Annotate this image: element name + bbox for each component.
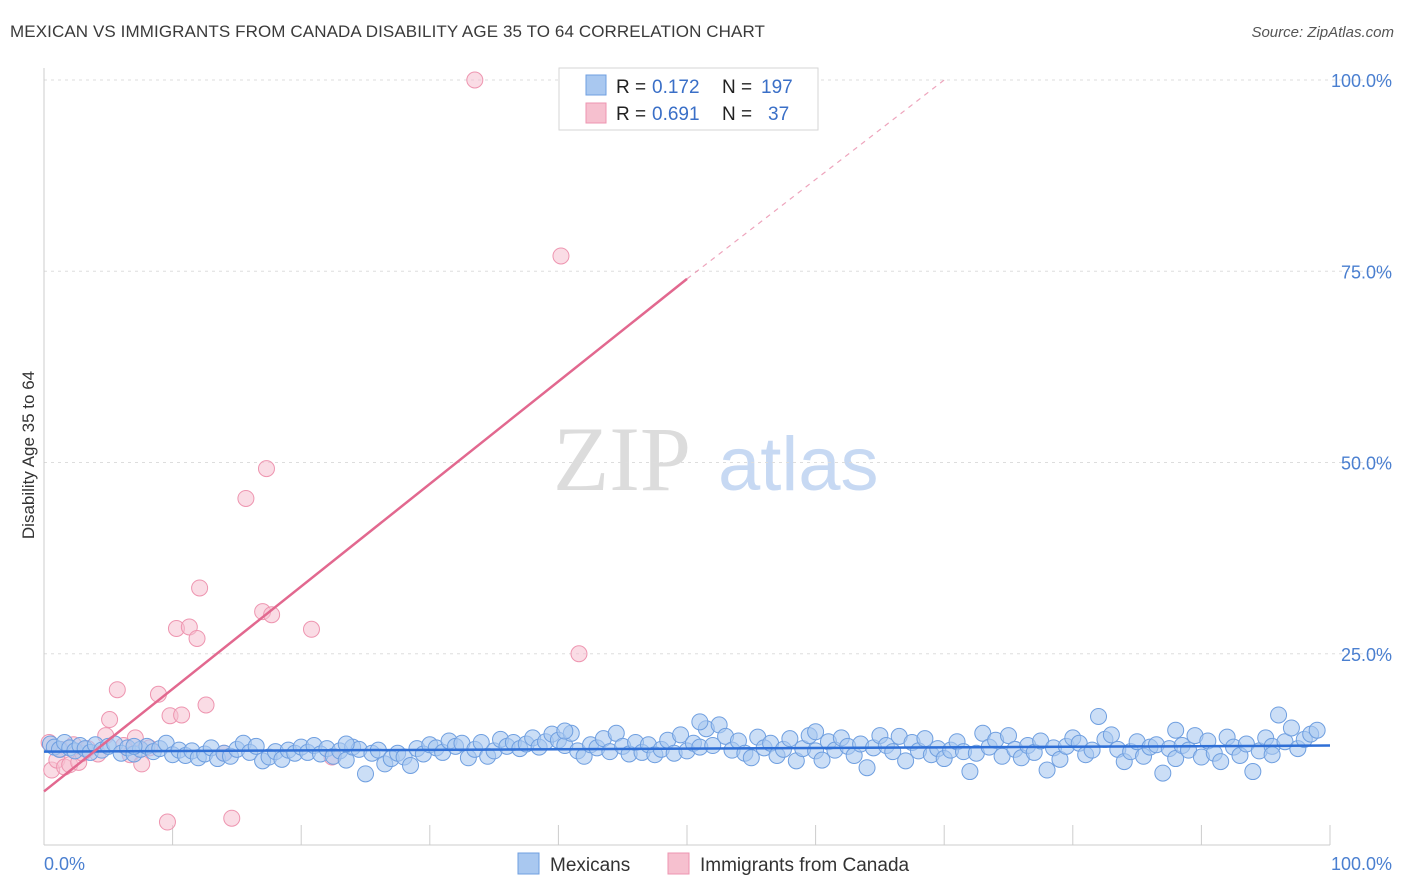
point-mexicans xyxy=(1244,763,1262,781)
point-mexicans xyxy=(1167,721,1185,739)
series-legend-label-mexicans: Mexicans xyxy=(550,855,630,876)
point-immigrants xyxy=(237,489,255,507)
point-mexicans xyxy=(742,749,760,767)
source-label: Source: ZipAtlas.com xyxy=(1251,24,1394,41)
point-mexicans xyxy=(807,723,825,741)
trend-extension-immigrants xyxy=(686,79,945,280)
mexicans-points xyxy=(41,706,1326,783)
point-mexicans xyxy=(357,765,374,783)
point-mexicans xyxy=(337,735,355,753)
point-immigrants xyxy=(223,809,241,827)
gridlines xyxy=(44,79,1392,655)
trend-line-immigrants xyxy=(43,277,688,793)
point-mexicans xyxy=(897,752,915,770)
point-mexicans xyxy=(961,763,979,781)
x-tick-label: 0.0% xyxy=(44,854,85,874)
point-immigrants xyxy=(188,629,206,647)
y-tick-label: 25.0% xyxy=(1341,645,1392,665)
y-axis-title: Disability Age 35 to 64 xyxy=(19,371,38,539)
legend-n-label-2: N = xyxy=(722,104,752,125)
immigrants-from-canada-points xyxy=(40,71,588,831)
point-immigrants xyxy=(263,606,281,624)
point-immigrants xyxy=(466,71,484,89)
series-legend-swatch-immigrants xyxy=(667,852,690,875)
y-tick-label: 50.0% xyxy=(1341,454,1392,474)
point-mexicans xyxy=(1154,764,1172,782)
series-legend-swatch-mexicans xyxy=(517,852,540,875)
point-immigrants xyxy=(101,711,119,729)
y-tick-label: 100.0% xyxy=(1331,71,1392,91)
series-legend: Mexicans Immigrants from Canada xyxy=(517,852,910,876)
x-tick-label: 100.0% xyxy=(1331,854,1392,874)
point-immigrants xyxy=(173,706,191,724)
point-mexicans xyxy=(1270,706,1288,724)
legend-n-value-2: 37 xyxy=(768,104,789,125)
legend-r-label-2: R = xyxy=(616,104,646,125)
trend-lines xyxy=(43,79,1331,793)
legend-r-label-1: R = xyxy=(616,77,646,98)
point-immigrants xyxy=(108,681,126,699)
point-mexicans xyxy=(672,726,690,744)
point-mexicans xyxy=(1212,753,1230,771)
series-legend-label-immigrants: Immigrants from Canada xyxy=(700,855,910,876)
point-immigrants xyxy=(552,247,570,265)
point-mexicans xyxy=(1083,741,1101,759)
watermark-atlas: atlas xyxy=(718,422,879,507)
point-mexicans xyxy=(781,730,799,748)
point-immigrants xyxy=(257,460,275,478)
legend-r-value-2: 0.691 xyxy=(652,104,700,125)
point-mexicans xyxy=(858,759,876,777)
point-mexicans xyxy=(691,713,709,731)
legend-swatch-mexicans xyxy=(585,74,607,96)
point-mexicans xyxy=(556,722,574,740)
point-mexicans xyxy=(1282,719,1300,737)
tick-labels: 25.0% 50.0% 75.0% 100.0% 0.0% 100.0% xyxy=(44,71,1392,874)
point-mexicans xyxy=(1308,721,1326,739)
legend-n-label-1: N = xyxy=(722,77,752,98)
point-immigrants xyxy=(191,579,209,597)
point-mexicans xyxy=(1000,727,1017,745)
axes xyxy=(43,68,1331,846)
point-mexicans xyxy=(402,756,420,774)
point-mexicans xyxy=(1102,726,1120,744)
legend-swatch-immigrants xyxy=(585,102,607,124)
point-mexicans xyxy=(1038,761,1056,779)
y-tick-label: 75.0% xyxy=(1341,262,1392,282)
point-immigrants xyxy=(158,813,176,831)
chart-title: MEXICAN VS IMMIGRANTS FROM CANADA DISABI… xyxy=(10,22,766,41)
point-mexicans xyxy=(1263,746,1281,764)
point-mexicans xyxy=(1090,707,1108,725)
correlation-legend: R = 0.172 N = 197 R = 0.691 N = 37 xyxy=(558,67,819,131)
legend-r-value-1: 0.172 xyxy=(652,77,700,98)
trend-line-mexicans xyxy=(43,744,1331,753)
legend-n-value-1: 197 xyxy=(761,77,793,98)
watermark-zip: ZIP xyxy=(553,408,691,510)
point-immigrants xyxy=(197,696,215,714)
point-immigrants xyxy=(302,620,320,638)
point-mexicans xyxy=(813,751,831,769)
point-immigrants xyxy=(570,645,588,663)
